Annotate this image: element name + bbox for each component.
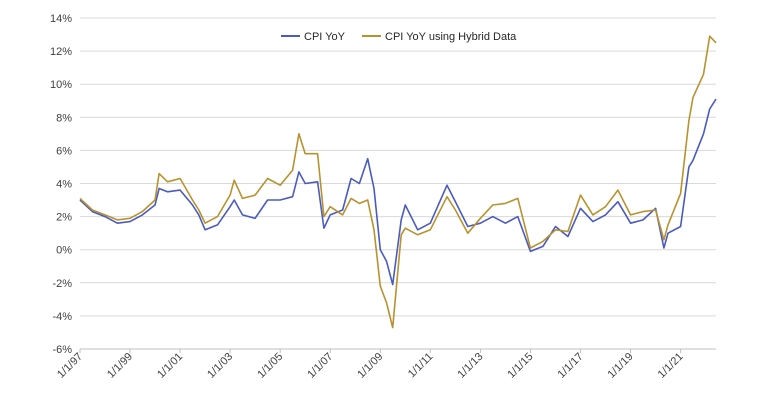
- x-tick-label: 1/1/13: [455, 351, 485, 381]
- series-lines: [79, 35, 717, 329]
- y-tick-labels: -6% -4% -2% 0% 2% 4% 6% 8% 10% 12% 14%: [50, 13, 72, 356]
- x-tick-label: 1/1/15: [505, 351, 535, 381]
- x-tick-label: 1/1/07: [305, 351, 335, 381]
- y-tick-label: 2%: [56, 212, 72, 224]
- series-line-cpi-yoy-hybrid: [79, 35, 717, 329]
- x-tick-label: 1/1/99: [105, 351, 135, 381]
- y-tick-label: 0%: [56, 245, 72, 257]
- axes: [79, 348, 716, 353]
- x-tick-label: 1/1/11: [406, 351, 436, 381]
- y-tick-label: -4%: [52, 311, 72, 323]
- y-tick-label: 6%: [56, 145, 72, 157]
- x-tick-label: 1/1/05: [255, 351, 285, 381]
- legend-label-cpi-yoy: CPI YoY: [304, 31, 346, 43]
- y-tick-label: 4%: [56, 179, 72, 191]
- y-tick-label: 10%: [50, 79, 72, 91]
- x-tick-label: 1/1/21: [656, 351, 686, 381]
- y-tick-label: 14%: [50, 13, 72, 25]
- y-tick-label: 12%: [50, 46, 72, 58]
- x-tick-label: 1/1/19: [606, 351, 636, 381]
- x-tick-label: 1/1/03: [205, 351, 235, 381]
- grid-lines: [80, 17, 716, 350]
- legend-label-cpi-yoy-hybrid: CPI YoY using Hybrid Data: [385, 31, 517, 43]
- legend: CPI YoY CPI YoY using Hybrid Data: [281, 31, 517, 43]
- x-tick-label: 1/1/09: [355, 351, 385, 381]
- series-line-cpi-yoy: [79, 98, 717, 286]
- x-tick-label: 1/1/01: [155, 351, 185, 381]
- x-tick-label: 1/1/17: [556, 351, 586, 381]
- y-tick-label: -2%: [52, 278, 72, 290]
- y-tick-label: -6%: [52, 344, 72, 356]
- x-tick-labels: 1/1/97 1/1/99 1/1/01 1/1/03 1/1/05 1/1/07 1/1/…: [55, 351, 686, 381]
- y-tick-label: 8%: [56, 112, 72, 124]
